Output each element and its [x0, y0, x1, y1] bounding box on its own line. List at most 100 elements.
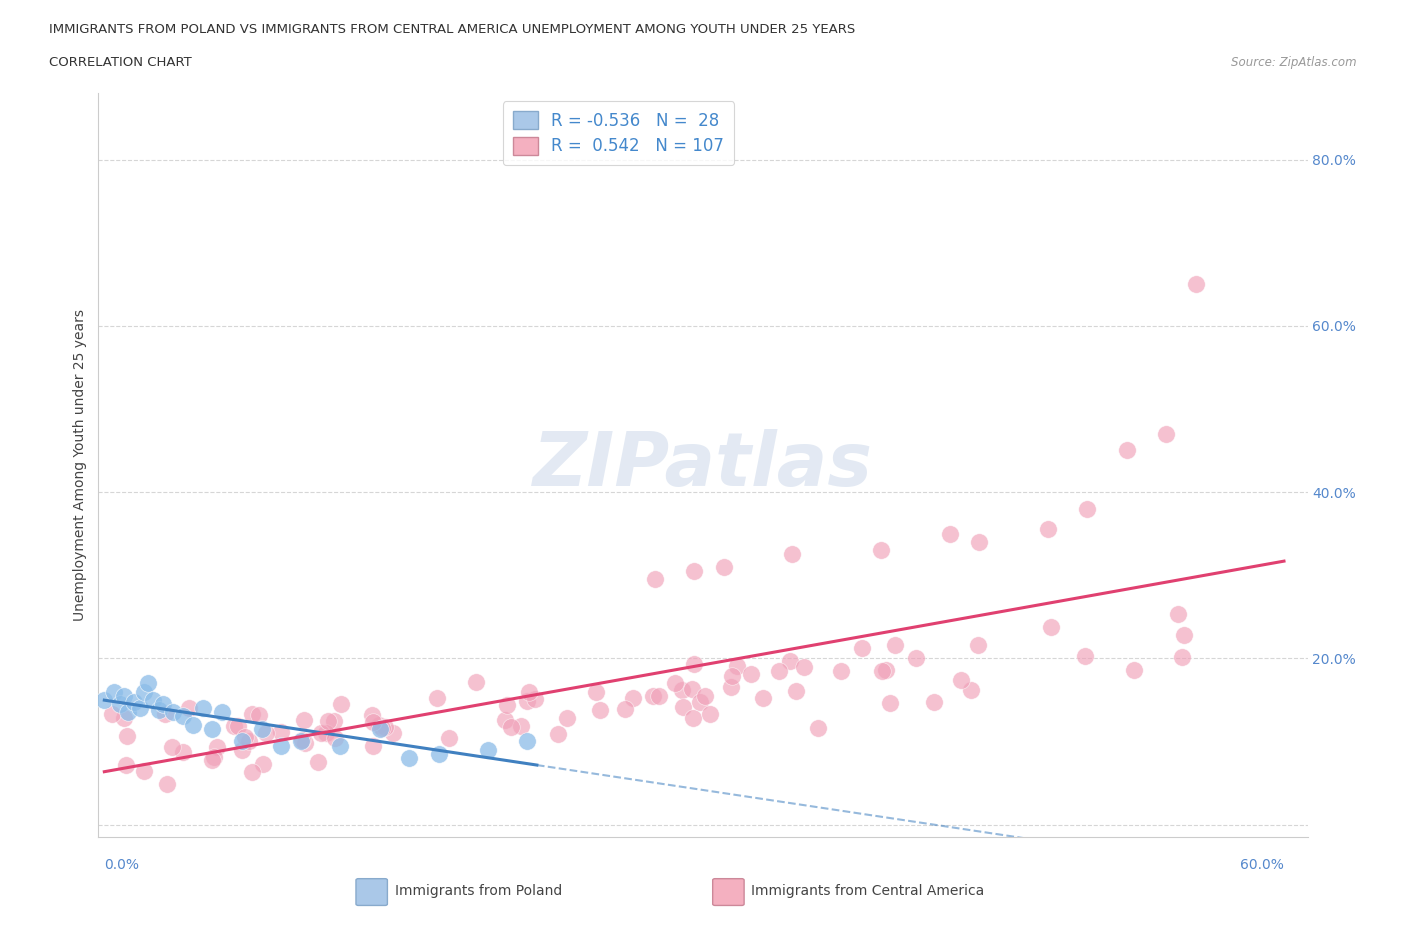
Point [128, 700, 150, 715]
Point [496, 698, 519, 712]
Point [398, 751, 420, 765]
Point [1036, 522, 1059, 537]
Point [465, 674, 488, 689]
Point [323, 730, 346, 745]
Point [949, 672, 972, 687]
Point [233, 730, 256, 745]
Point [555, 711, 578, 725]
Point [589, 703, 612, 718]
Point [371, 721, 394, 736]
Text: 0.0%: 0.0% [104, 857, 139, 871]
Point [693, 689, 716, 704]
Point [172, 709, 194, 724]
Point [112, 711, 135, 725]
Point [1040, 619, 1063, 634]
Point [247, 708, 270, 723]
Point [316, 714, 339, 729]
Point [108, 697, 131, 711]
Point [115, 729, 138, 744]
Text: IMMIGRANTS FROM POLAND VS IMMIGRANTS FROM CENTRAL AMERICA UNEMPLOYMENT AMONG YOU: IMMIGRANTS FROM POLAND VS IMMIGRANTS FRO… [49, 23, 855, 36]
Point [162, 739, 184, 754]
Point [884, 638, 907, 653]
Point [1173, 628, 1195, 643]
Point [254, 725, 277, 740]
Point [100, 707, 122, 722]
Point [751, 691, 773, 706]
Point [179, 701, 201, 716]
Point [290, 734, 312, 749]
Point [156, 777, 179, 791]
Point [181, 717, 204, 732]
Point [373, 719, 395, 734]
Point [683, 564, 706, 578]
Point [294, 712, 316, 727]
Point [713, 559, 735, 574]
Point [959, 683, 981, 698]
Point [720, 680, 742, 695]
Point [683, 657, 706, 671]
Point [967, 535, 990, 550]
Point [315, 725, 337, 740]
Point [270, 738, 292, 753]
Point [938, 526, 960, 541]
Point [191, 700, 214, 715]
Point [329, 738, 352, 753]
Point [1122, 662, 1144, 677]
FancyBboxPatch shape [713, 879, 744, 906]
Point [103, 684, 125, 699]
Point [153, 707, 176, 722]
Point [664, 675, 686, 690]
Point [879, 696, 901, 711]
Point [494, 713, 516, 728]
Point [1074, 649, 1097, 664]
Point [510, 719, 533, 734]
Point [1171, 650, 1194, 665]
Point [132, 684, 155, 699]
Point [122, 694, 145, 709]
Point [1154, 426, 1177, 441]
Point [1115, 443, 1137, 458]
Point [323, 713, 346, 728]
Point [117, 705, 139, 720]
Point [93, 693, 115, 708]
Point [585, 684, 607, 699]
Point [785, 684, 807, 698]
Point [361, 708, 384, 723]
Point [309, 725, 332, 740]
Point [162, 705, 184, 720]
Point [205, 739, 228, 754]
Point [671, 683, 693, 698]
Point [830, 663, 852, 678]
Point [361, 715, 384, 730]
Point [725, 658, 748, 673]
Point [1184, 277, 1206, 292]
Point [201, 722, 224, 737]
Text: Immigrants from Poland: Immigrants from Poland [395, 884, 562, 897]
Text: CORRELATION CHART: CORRELATION CHART [49, 56, 193, 69]
Point [330, 697, 353, 711]
Point [501, 719, 523, 734]
Point [721, 668, 744, 683]
Point [516, 734, 538, 749]
Point [132, 764, 155, 778]
Point [142, 693, 165, 708]
Point [427, 747, 450, 762]
Point [202, 750, 225, 764]
Point [361, 738, 384, 753]
Point [437, 730, 460, 745]
Point [547, 726, 569, 741]
Point [872, 664, 894, 679]
Y-axis label: Unemployment Among Youth under 25 years: Unemployment Among Youth under 25 years [73, 309, 87, 621]
Point [222, 718, 245, 733]
Point [211, 705, 233, 720]
Point [768, 664, 790, 679]
Point [851, 641, 873, 656]
Point [682, 711, 704, 725]
Point [240, 707, 263, 722]
Point [1167, 606, 1189, 621]
Point [307, 754, 329, 769]
Point [240, 765, 263, 780]
Text: Immigrants from Central America: Immigrants from Central America [751, 884, 984, 897]
Point [613, 702, 636, 717]
Point [270, 724, 292, 739]
